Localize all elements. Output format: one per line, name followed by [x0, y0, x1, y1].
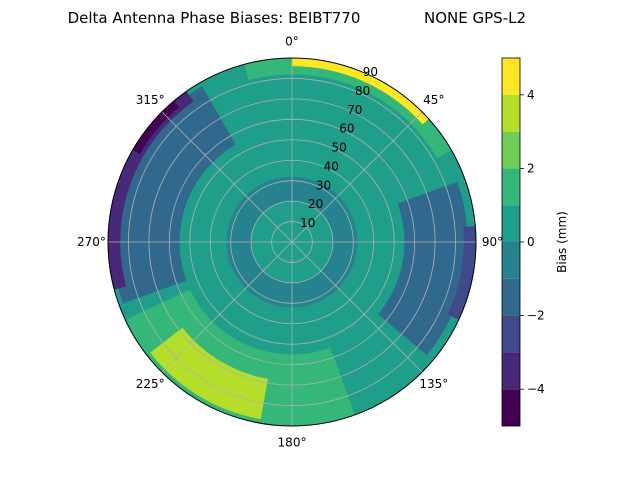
contour-region-east	[378, 181, 468, 356]
contour-region-east-edge	[447, 225, 476, 320]
colorbar-label: Bias (mm)	[555, 211, 569, 273]
colorbar-segment	[502, 58, 520, 95]
polar-grid	[107, 57, 477, 427]
radial-tick-label: 40	[324, 159, 339, 173]
colorbar-tick-label: 2	[527, 161, 535, 175]
azimuth-tick-label: 180°	[278, 436, 307, 450]
colorbar-tick-label: 4	[527, 88, 535, 102]
radial-tick-label: 80	[355, 84, 370, 98]
grid-spoke	[161, 241, 293, 373]
grid-spoke	[291, 241, 423, 373]
contour-region-north-west	[132, 101, 179, 155]
azimuth-tick-label: 225°	[136, 377, 165, 391]
colorbar-segment	[502, 131, 520, 169]
axis-labels: 0° 45° 90° 135° 180° 225° 270° 315° 10 20 30 40 50 60…	[77, 34, 503, 449]
radial-tick-label: 10	[300, 216, 315, 230]
colorbar-segment	[502, 278, 520, 316]
grid-spoke	[161, 111, 293, 243]
azimuth-tick-label: 135°	[419, 377, 448, 391]
colorbar-segment	[502, 205, 520, 242]
colorbar-tick-label: −4	[527, 382, 545, 396]
azimuth-tick-label: 0°	[285, 34, 299, 48]
colorbar-segment	[502, 389, 520, 426]
colorbar-tick-label: −2	[527, 309, 545, 323]
colorbar: −4 −2 0 2 4	[501, 57, 545, 427]
radial-tick-label: 20	[308, 197, 323, 211]
radial-tick-label: 30	[316, 178, 331, 192]
radial-tick-label: 90	[363, 65, 378, 79]
colorbar-tick-label: 0	[527, 235, 535, 249]
radial-tick-label: 70	[347, 103, 362, 117]
radial-tick-label: 50	[331, 141, 346, 155]
chart-title-right: NONE GPS-L2	[424, 9, 526, 27]
colorbar-segment	[502, 242, 520, 279]
contour-region-south	[125, 289, 355, 426]
colorbar-segment	[502, 352, 520, 390]
radial-tick-label: 60	[339, 122, 354, 136]
grid-spoke	[291, 111, 423, 243]
colorbar-segment	[502, 94, 520, 132]
polar-frame	[107, 57, 477, 427]
colorbar-segment	[502, 315, 520, 353]
contour-region-west	[112, 86, 236, 304]
azimuth-tick-label: 315°	[136, 93, 165, 107]
colorbar-segment	[502, 168, 520, 206]
chart-title-left: Delta Antenna Phase Biases: BEIBT770	[68, 9, 361, 27]
azimuth-tick-label: 90°	[482, 235, 503, 249]
azimuth-tick-label: 270°	[77, 235, 106, 249]
azimuth-tick-label: 45°	[423, 93, 444, 107]
